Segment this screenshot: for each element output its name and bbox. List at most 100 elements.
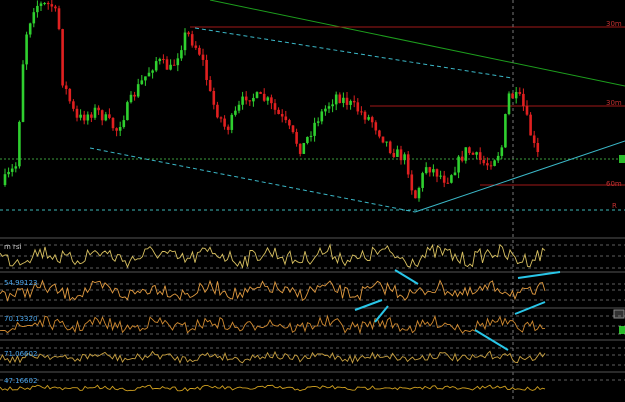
candle-body <box>21 64 25 122</box>
arrow <box>374 305 389 323</box>
candle-body <box>446 182 450 184</box>
indicator-label: m rsi <box>4 243 22 251</box>
candle-body <box>39 3 43 6</box>
candle-body <box>111 117 115 129</box>
candle-body <box>226 126 230 130</box>
candle-body <box>295 132 298 144</box>
candle-body <box>230 114 234 130</box>
candle-body <box>151 70 154 73</box>
candle-body <box>57 8 61 30</box>
trend-line <box>414 140 625 213</box>
candle-body <box>338 94 342 103</box>
candle-body <box>529 114 532 136</box>
candle-body <box>327 106 331 109</box>
candle-body <box>118 127 122 131</box>
candle-body <box>180 50 183 59</box>
candle-body <box>345 97 349 105</box>
candle-body <box>475 152 478 155</box>
candle-body <box>252 97 255 102</box>
candle-body <box>208 79 212 91</box>
level-label: R <box>612 202 617 210</box>
candle-body <box>493 160 496 166</box>
candle-body <box>144 76 147 81</box>
candle-body <box>399 149 403 161</box>
candle-body <box>536 143 540 152</box>
level-label: 60m <box>606 180 622 188</box>
candle-body <box>460 156 464 161</box>
candle-body <box>424 167 428 174</box>
candle-body <box>86 114 90 121</box>
candle-body <box>320 111 324 122</box>
candle-body <box>378 130 381 137</box>
candle-body <box>14 166 18 169</box>
candle-body <box>115 128 118 131</box>
candle-body <box>410 174 414 191</box>
candle-body <box>248 100 252 102</box>
candle-body <box>381 136 385 143</box>
candle-body <box>284 116 288 121</box>
candle-body <box>43 2 46 4</box>
candle-body <box>147 72 151 77</box>
candle-body <box>165 59 169 70</box>
candle-body <box>104 114 108 121</box>
candle-body <box>403 154 406 161</box>
candle-body <box>306 136 309 143</box>
channel-line <box>89 147 416 213</box>
candle-body <box>421 173 424 188</box>
indicator-line <box>0 279 546 302</box>
candle-body <box>46 2 50 5</box>
candle-body <box>75 108 79 118</box>
candle-body <box>352 100 356 103</box>
candle-body <box>183 32 187 51</box>
candle-body <box>298 143 302 154</box>
candle-body <box>349 100 352 105</box>
candle-body <box>518 92 522 94</box>
candle-body <box>129 94 133 103</box>
arrow <box>354 299 383 311</box>
candle-body <box>25 34 28 65</box>
candle-body <box>316 121 320 123</box>
candle-body <box>223 118 226 127</box>
candle-body <box>363 111 367 120</box>
candle-body <box>32 12 36 24</box>
candle-body <box>392 152 396 157</box>
candle-body <box>511 93 514 99</box>
candle-body <box>291 125 295 133</box>
candle-body <box>280 114 284 117</box>
candle-body <box>504 114 507 148</box>
candle-body <box>255 92 259 98</box>
candle-body <box>10 168 14 172</box>
candle-body <box>244 96 248 101</box>
candle-body <box>396 149 399 157</box>
candle-body <box>82 114 86 121</box>
scale-button[interactable] <box>613 309 625 319</box>
candle-body <box>198 47 201 55</box>
candle-body <box>525 106 529 115</box>
indicator-line <box>0 314 546 335</box>
indicator-line <box>0 384 546 392</box>
candle-body <box>367 117 370 120</box>
candle-body <box>172 64 176 66</box>
candle-body <box>489 165 493 167</box>
candle-body <box>500 147 504 156</box>
candle-body <box>18 121 21 167</box>
candle-body <box>140 80 144 85</box>
candle-body <box>79 114 82 118</box>
candle-body <box>406 154 410 175</box>
indicator-label: 54.99123 <box>4 279 37 287</box>
level-label: 30m <box>606 99 622 107</box>
candle-body <box>90 114 93 118</box>
candle-body <box>356 102 360 112</box>
candle-body <box>486 163 489 166</box>
candle-body <box>234 110 237 115</box>
candle-body <box>219 117 223 119</box>
candle-body <box>28 23 32 35</box>
candle-body <box>36 5 39 13</box>
candle-body <box>309 135 313 137</box>
candle-body <box>154 61 158 71</box>
candle-body <box>194 45 198 48</box>
candle-body <box>324 108 327 112</box>
candle-body <box>169 64 172 70</box>
candle-body <box>360 111 363 113</box>
